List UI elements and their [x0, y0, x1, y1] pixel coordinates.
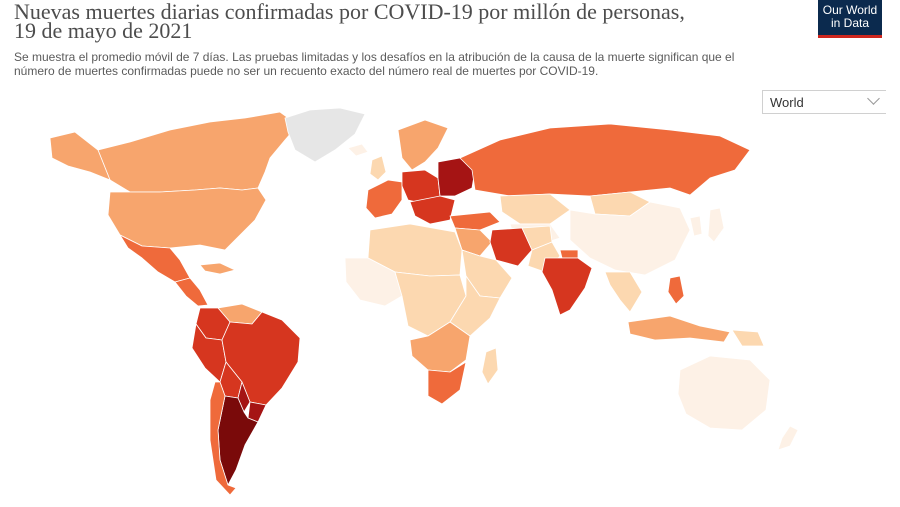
region-indonesia[interactable]: [627, 315, 731, 343]
region-central-america[interactable]: [174, 277, 209, 307]
region-india[interactable]: [541, 257, 593, 316]
region-select-value: World: [770, 95, 804, 110]
region-west-africa[interactable]: [344, 257, 403, 307]
region-japan[interactable]: [707, 207, 725, 243]
region-new-zealand[interactable]: [777, 425, 799, 451]
region-south-africa[interactable]: [427, 361, 467, 405]
title-line-2: 19 de mayo de 2021: [14, 18, 193, 43]
region-scandinavia[interactable]: [397, 119, 449, 171]
title-line-1: Nuevas muertes diarias confirmadas por C…: [14, 0, 685, 24]
region-chile[interactable]: [209, 381, 237, 496]
world-map[interactable]: [30, 100, 800, 500]
owid-logo[interactable]: Our World in Data: [818, 0, 882, 38]
region-uk[interactable]: [369, 155, 387, 181]
region-madagascar[interactable]: [481, 347, 499, 385]
region-canada[interactable]: [97, 111, 299, 193]
chart-subtitle: Se muestra el promedio móvil de 7 días. …: [14, 50, 874, 78]
region-greenland[interactable]: [284, 107, 366, 163]
region-southern-africa[interactable]: [409, 321, 471, 373]
region-western-europe[interactable]: [365, 179, 403, 219]
region-southeast-asia[interactable]: [604, 271, 643, 313]
region-philippines[interactable]: [667, 275, 685, 305]
region-alaska[interactable]: [49, 131, 111, 181]
region-turkey[interactable]: [449, 211, 501, 231]
subtitle-line-1: Se muestra el promedio móvil de 7 días. …: [14, 50, 735, 64]
chart-title: Nuevas muertes diarias confirmadas por C…: [14, 0, 814, 43]
region-iceland[interactable]: [347, 143, 369, 157]
region-china[interactable]: [569, 201, 691, 276]
region-australia[interactable]: [677, 355, 771, 431]
region-balkans[interactable]: [409, 195, 456, 225]
region-nepal[interactable]: [559, 249, 579, 259]
logo-line-2: in Data: [830, 16, 870, 30]
region-korea[interactable]: [689, 215, 703, 237]
region-select[interactable]: World: [762, 90, 886, 114]
region-caribbean[interactable]: [199, 262, 236, 275]
region-papua-new-guinea[interactable]: [731, 329, 765, 347]
region-east-africa[interactable]: [449, 275, 501, 337]
region-kazakhstan[interactable]: [499, 193, 571, 225]
subtitle-line-2: número de muertes confirmadas puede no s…: [14, 64, 599, 78]
logo-line-1: Our World: [822, 3, 878, 17]
chevron-down-icon: [867, 92, 880, 105]
region-russia[interactable]: [459, 123, 751, 197]
